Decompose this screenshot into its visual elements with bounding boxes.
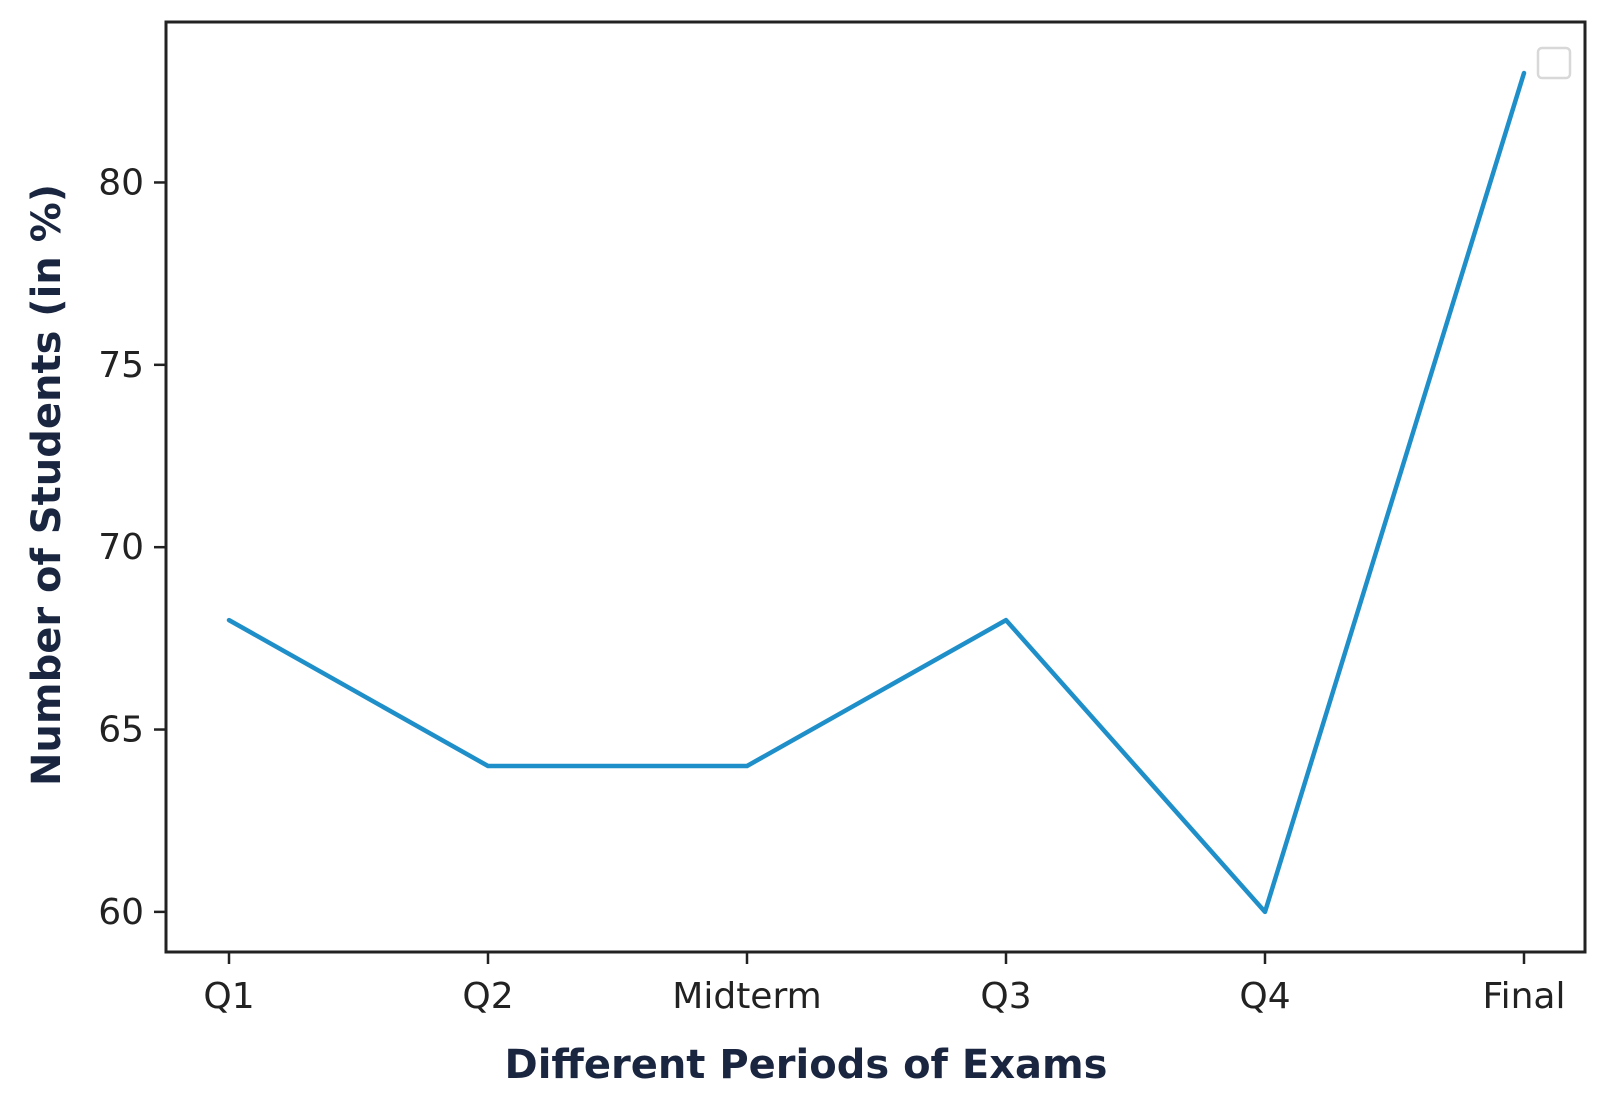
y-tick-label: 80 (98, 162, 144, 203)
x-axis-title: Different Periods of Exams (505, 1042, 1108, 1088)
y-tick-label: 70 (98, 527, 144, 568)
plot-frame (164, 20, 1587, 954)
y-axis: 60 65 70 75 80 (98, 162, 166, 933)
x-tick-label: Q1 (203, 976, 254, 1017)
x-tick-label: Q4 (1239, 976, 1290, 1017)
x-tick-label: Q3 (980, 976, 1031, 1017)
x-tick-label: Final (1483, 976, 1566, 1017)
y-axis-title: Number of Students (in %) (24, 184, 70, 786)
series-layer (226, 70, 1527, 915)
x-axis: Q1 Q2 Midterm Q3 Q4 Final (203, 952, 1565, 1017)
y-tick-label: 65 (98, 710, 144, 751)
x-tick-label: Midterm (672, 976, 821, 1017)
legend-box (1536, 46, 1572, 80)
y-tick-label: 75 (98, 345, 144, 386)
x-tick-label: Q2 (462, 976, 513, 1017)
y-tick-label: 60 (98, 892, 144, 933)
series-line (226, 70, 1527, 915)
